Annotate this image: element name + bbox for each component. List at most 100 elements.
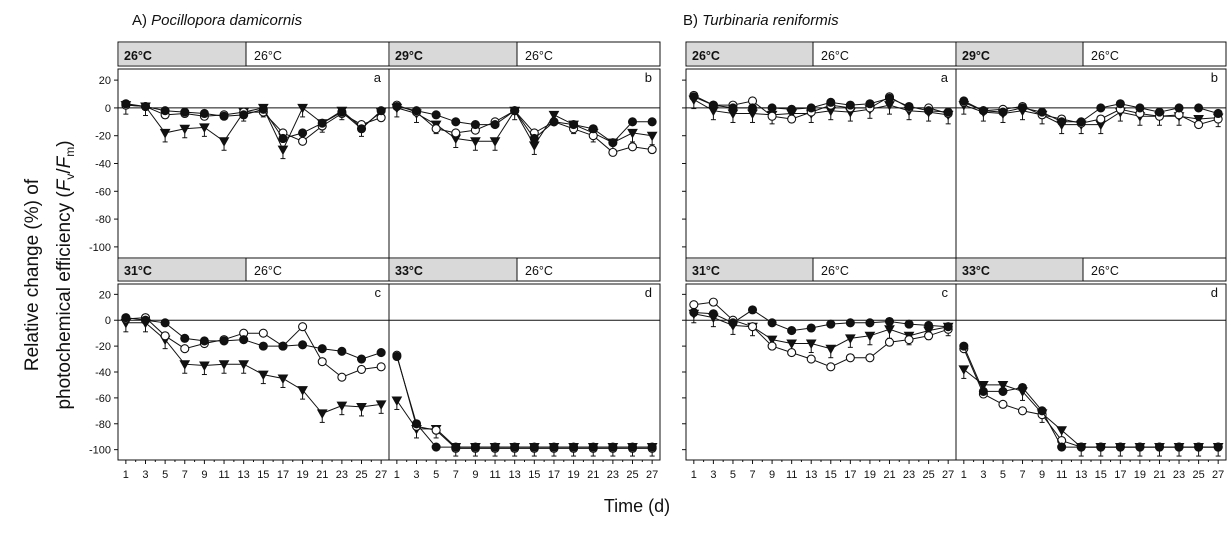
x-tick-label: 23 <box>903 469 915 481</box>
y-tick-label: 20 <box>99 75 111 87</box>
plot-frame <box>685 283 957 461</box>
y-tick-label: 20 <box>99 289 111 301</box>
data-point-s1 <box>470 442 480 452</box>
data-point-s1 <box>337 346 347 356</box>
data-point-s1 <box>689 92 699 102</box>
panel-letter: b <box>645 70 652 85</box>
data-point-s1 <box>767 318 777 328</box>
plot-frame <box>117 283 390 461</box>
data-point-s1 <box>998 386 1008 396</box>
data-point-s3 <box>805 339 817 350</box>
series-line-s3 <box>125 322 382 414</box>
data-point-s1 <box>845 318 855 328</box>
x-tick-label: 5 <box>1000 469 1006 481</box>
recovery-temp-label: 26°C <box>821 49 849 63</box>
recovery-temp-label: 26°C <box>254 264 282 278</box>
data-point-s1 <box>160 106 170 116</box>
data-point-s1 <box>728 103 738 113</box>
group-b-title: B) Turbinaria reniformis <box>683 12 839 29</box>
data-point-s1 <box>1017 103 1028 113</box>
data-point-s1 <box>608 442 618 452</box>
data-point-s1 <box>140 315 151 325</box>
data-point-s3 <box>627 128 638 139</box>
data-point-s1 <box>569 442 579 452</box>
x-tick-label: 25 <box>626 469 638 481</box>
data-point-s2 <box>904 335 914 345</box>
y-tick-label: -60 <box>95 186 111 198</box>
data-point-s3 <box>844 334 856 344</box>
x-tick-label: 15 <box>257 469 269 481</box>
x-tick-label: 19 <box>864 469 876 481</box>
data-point-s1 <box>1213 108 1223 119</box>
data-point-s1 <box>978 106 988 116</box>
data-point-s1 <box>588 124 598 134</box>
heat-temp-label: 33°C <box>395 264 423 278</box>
data-point-s1 <box>199 336 209 346</box>
data-point-s3 <box>336 401 348 412</box>
x-tick-label: 17 <box>277 469 289 481</box>
data-point-s1 <box>1057 442 1067 452</box>
data-point-s3 <box>825 344 837 355</box>
data-point-s1 <box>258 341 268 351</box>
data-point-s1 <box>431 442 441 452</box>
x-tick-label: 3 <box>142 469 148 481</box>
x-tick-label: 13 <box>238 469 250 481</box>
data-point-s2 <box>376 362 386 372</box>
x-tick-label: 27 <box>646 469 658 481</box>
data-point-s1 <box>904 101 914 112</box>
data-point-s3 <box>489 137 501 147</box>
panel-A-a: 26°C 26°C a 20 0 -20 -40 -60 -80 -100 <box>89 41 390 259</box>
y-tick-label: -60 <box>95 393 111 405</box>
heat-temp-label: 29°C <box>962 49 990 63</box>
data-point-s2 <box>826 362 836 372</box>
data-point-s1 <box>924 320 934 330</box>
data-point-s2 <box>924 331 934 341</box>
data-point-s2 <box>298 136 308 146</box>
data-point-s2 <box>787 114 797 124</box>
y-tick-label: -80 <box>95 214 111 226</box>
y-tick-label: -80 <box>95 419 111 431</box>
data-point-s1 <box>1194 442 1204 452</box>
x-tick-label: 5 <box>730 469 736 481</box>
data-point-s3 <box>766 335 778 346</box>
data-point-s1 <box>140 101 151 112</box>
data-point-s3 <box>391 396 403 406</box>
data-point-s1 <box>1154 107 1165 117</box>
x-tick-label: 3 <box>710 469 716 481</box>
y-tick-label: 0 <box>105 315 111 327</box>
panels-layer: 26°C 26°C a 20 0 -20 -40 -60 -80 -100 29°C 26°C b 31°… <box>89 41 1227 481</box>
data-point-s1 <box>647 442 657 452</box>
x-tick-label: 1 <box>961 469 967 481</box>
heat-period-shading <box>957 43 1083 65</box>
data-point-s1 <box>647 117 657 127</box>
recovery-temp-label: 26°C <box>525 49 553 63</box>
data-point-s1 <box>924 106 934 116</box>
x-tick-label: 19 <box>296 469 308 481</box>
data-point-s1 <box>865 99 875 109</box>
heat-period-shading <box>119 43 246 65</box>
data-point-s1 <box>298 128 308 138</box>
recovery-temp-label: 26°C <box>1091 49 1119 63</box>
data-point-s2 <box>627 142 638 152</box>
data-point-s1 <box>1057 117 1067 127</box>
data-point-s1 <box>1076 117 1086 127</box>
panel-letter: a <box>941 70 949 85</box>
data-point-s2 <box>845 353 855 363</box>
data-point-s2 <box>865 353 875 363</box>
x-tick-label: 23 <box>607 469 619 481</box>
data-point-s2 <box>998 399 1008 409</box>
data-point-s2 <box>451 128 461 138</box>
x-tick-label: 27 <box>942 469 954 481</box>
heat-period-shading <box>687 259 813 280</box>
data-point-s1 <box>978 386 988 396</box>
data-point-s1 <box>943 322 953 332</box>
data-point-s3 <box>218 137 230 147</box>
data-point-s1 <box>219 111 229 121</box>
data-point-s1 <box>1135 442 1145 452</box>
data-point-s1 <box>845 100 855 110</box>
heat-temp-label: 31°C <box>124 264 152 278</box>
x-tick-label: 17 <box>1114 469 1126 481</box>
y-tick-label: -20 <box>95 341 111 353</box>
x-tick-label: 9 <box>201 469 207 481</box>
heat-period-shading <box>390 259 517 280</box>
